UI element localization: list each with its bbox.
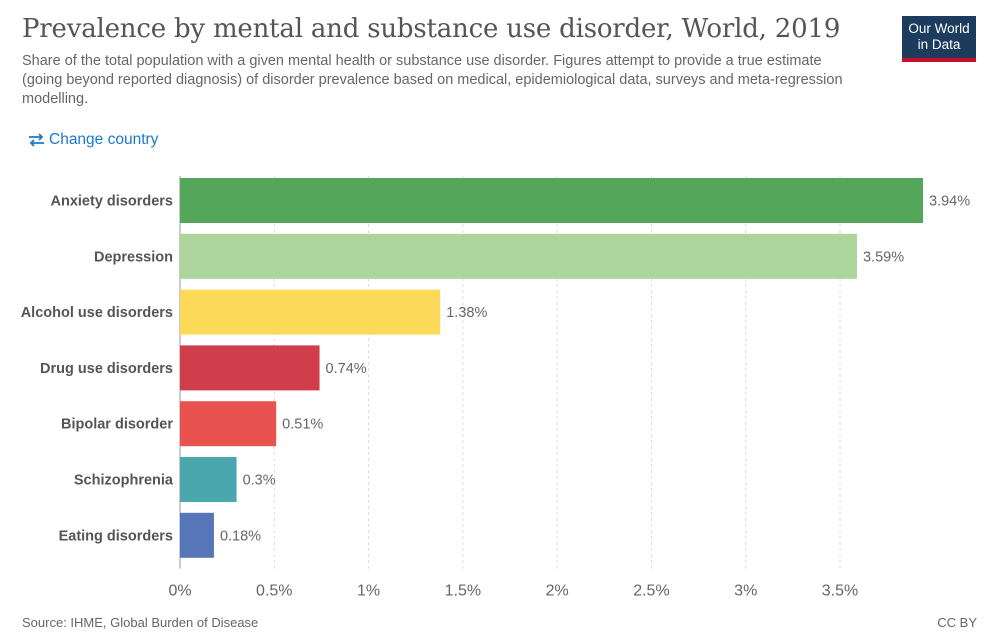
swap-arrows-icon <box>29 133 44 147</box>
change-country-label: Change country <box>49 131 159 148</box>
bar[interactable] <box>180 233 857 279</box>
x-tick-label: 1.5% <box>445 583 481 600</box>
category-label: Schizophrenia <box>74 473 174 489</box>
value-label: 1.38% <box>446 305 487 321</box>
value-label: 0.74% <box>326 361 367 377</box>
value-label: 0.51% <box>282 417 323 433</box>
license-label[interactable]: CC BY <box>937 615 977 630</box>
value-label: 3.94% <box>929 194 970 210</box>
x-tick-label: 2.5% <box>633 583 669 600</box>
x-tick-label: 0.5% <box>256 583 292 600</box>
chart-title: Prevalence by mental and substance use d… <box>22 14 841 44</box>
logo-line-1: Our World <box>908 21 970 36</box>
logo-accent-bar <box>902 58 976 62</box>
value-label: 0.18% <box>220 528 261 544</box>
value-label: 3.59% <box>863 249 904 265</box>
x-tick-label: 2% <box>546 583 569 600</box>
category-label: Anxiety disorders <box>51 194 174 210</box>
change-country-button[interactable]: Change country <box>28 131 158 149</box>
category-label: Drug use disorders <box>40 361 173 377</box>
category-label: Alcohol use disorders <box>21 305 173 321</box>
bar[interactable] <box>180 457 237 502</box>
chart-subtitle: Share of the total population with a giv… <box>22 53 843 107</box>
bar[interactable] <box>180 178 923 223</box>
bar[interactable] <box>180 289 441 335</box>
category-label: Bipolar disorder <box>61 417 173 433</box>
x-tick-label: 1% <box>357 583 380 600</box>
category-label: Eating disorders <box>59 528 173 544</box>
bar-chart: 0% 0.5% 1% 1.5% 2% 2.5% 3% 3.5% Anxiety disorder… <box>21 176 970 600</box>
logo-line-2: in Data <box>917 37 961 52</box>
bar[interactable] <box>180 345 320 391</box>
owid-logo[interactable]: Our World in Data <box>902 16 976 62</box>
value-label: 0.3% <box>243 473 276 489</box>
source-note[interactable]: Source: IHME, Global Burden of Disease <box>22 615 259 630</box>
category-label: Depression <box>94 249 173 265</box>
x-tick-label: 3% <box>734 583 757 600</box>
bar[interactable] <box>180 512 214 558</box>
bar[interactable] <box>180 401 277 447</box>
x-tick-label: 0% <box>168 583 191 600</box>
x-tick-label: 3.5% <box>822 583 858 600</box>
